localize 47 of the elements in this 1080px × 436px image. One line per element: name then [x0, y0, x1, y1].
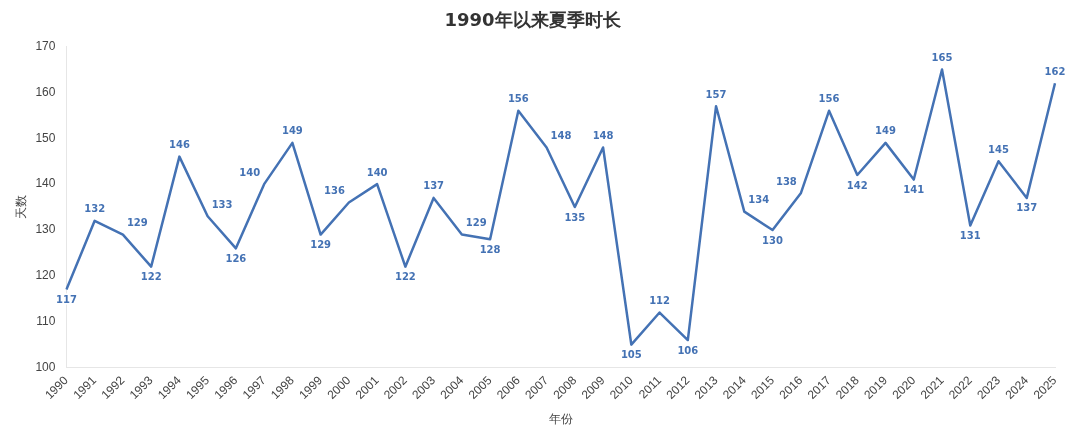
y-tick-label: 170 — [35, 38, 56, 53]
y-tick-label: 160 — [35, 84, 56, 99]
data-label: 112 — [649, 295, 671, 307]
data-label: 128 — [479, 243, 501, 255]
data-label: 133 — [211, 198, 233, 210]
data-label: 126 — [225, 252, 247, 264]
data-label: 157 — [705, 88, 727, 100]
data-label: 129 — [310, 239, 332, 251]
data-label: 156 — [507, 93, 529, 105]
y-axis-title: 天数 — [13, 195, 28, 220]
data-label: 122 — [394, 271, 416, 283]
data-label: 105 — [620, 349, 642, 361]
data-label: 165 — [931, 52, 953, 64]
data-label: 149 — [281, 125, 303, 137]
data-label: 156 — [818, 93, 840, 105]
data-label: 117 — [55, 294, 77, 306]
data-label: 140 — [239, 166, 261, 178]
y-tick-label: 130 — [35, 222, 56, 237]
data-label: 146 — [168, 139, 190, 151]
data-label: 131 — [959, 230, 981, 241]
data-label: 148 — [592, 130, 614, 142]
data-label: 137 — [1016, 202, 1038, 214]
data-label: 130 — [762, 234, 784, 246]
y-tick-label: 150 — [35, 130, 56, 145]
data-label: 149 — [875, 125, 897, 137]
y-tick-label: 110 — [36, 314, 56, 328]
y-tick-label: 120 — [35, 268, 56, 283]
data-label: 140 — [366, 166, 388, 178]
data-label: 137 — [423, 180, 445, 192]
data-label: 142 — [846, 179, 868, 191]
data-label: 129 — [465, 217, 487, 229]
chart-title: 1990年以来夏季时长 — [444, 9, 622, 31]
data-label: 134 — [748, 194, 770, 206]
data-label: 106 — [677, 344, 699, 356]
data-label: 162 — [1044, 65, 1066, 77]
data-label: 132 — [84, 203, 106, 215]
data-label: 148 — [550, 130, 572, 142]
data-label: 138 — [775, 175, 797, 187]
data-label: 136 — [324, 185, 345, 197]
y-tick-label: 100 — [35, 359, 56, 374]
x-axis-title: 年份 — [548, 412, 573, 427]
data-label: 129 — [126, 217, 148, 229]
y-tick-label: 140 — [35, 176, 56, 191]
data-label: 145 — [988, 143, 1009, 155]
data-label: 135 — [564, 211, 586, 223]
data-label: 141 — [903, 184, 925, 196]
data-label: 122 — [140, 271, 162, 283]
